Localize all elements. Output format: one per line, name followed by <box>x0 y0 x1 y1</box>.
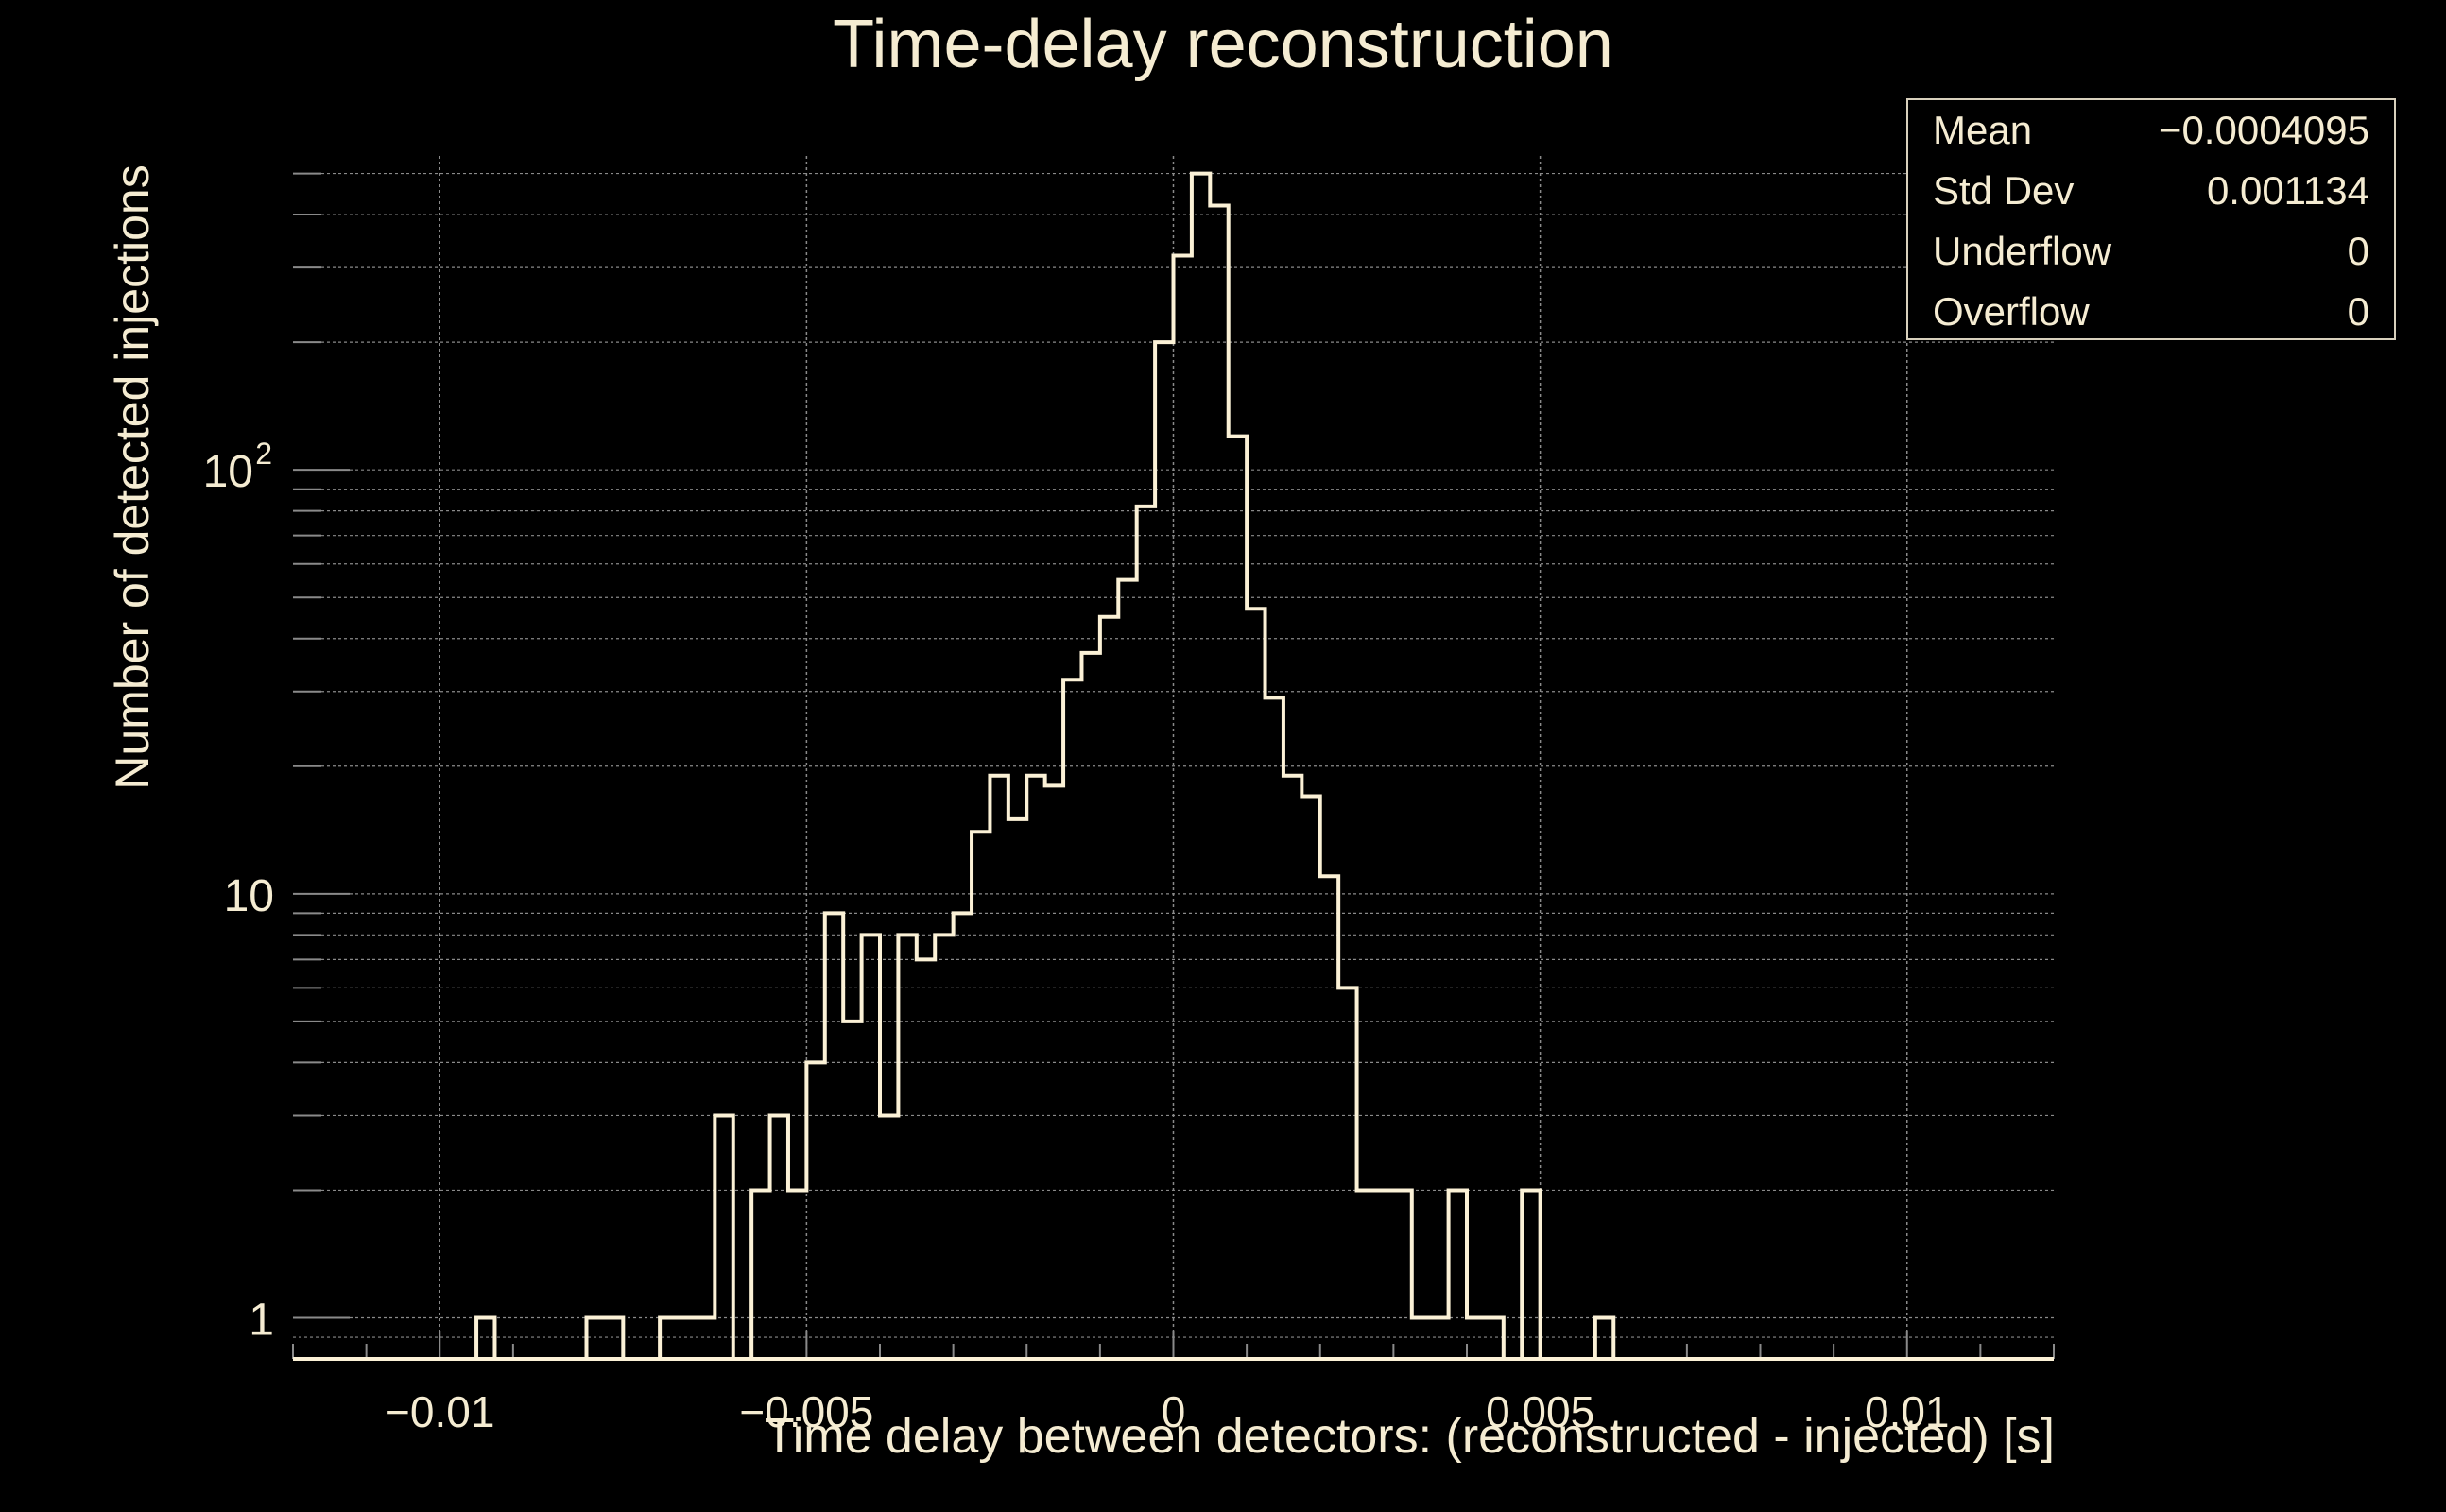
histogram-bin <box>1247 609 1265 1359</box>
histogram-bin <box>1412 1318 1430 1359</box>
x-tick-label: −0.005 <box>739 1387 873 1436</box>
histogram-bin <box>1155 342 1173 1359</box>
histogram-bin <box>1283 776 1301 1359</box>
histogram-bin <box>843 1022 861 1359</box>
histogram-bin <box>1595 1318 1613 1359</box>
histogram-bin <box>1266 697 1283 1359</box>
histogram-bin <box>788 1190 806 1359</box>
stats-label: Overflow <box>1933 289 2090 334</box>
histogram-bin <box>660 1318 678 1359</box>
histogram-bin <box>1301 796 1319 1359</box>
chart-title: Time-delay reconstruction <box>833 7 1613 82</box>
histogram-bin <box>862 935 880 1359</box>
histogram-bin <box>605 1318 623 1359</box>
stats-row-mean: Mean −0.0004095 <box>1908 100 2394 161</box>
stats-row-std-dev: Std Dev 0.001134 <box>1908 161 2394 221</box>
stats-value: 0.001134 <box>2206 168 2369 213</box>
histogram-bin <box>1210 206 1228 1359</box>
stats-value: −0.0004095 <box>2158 108 2369 152</box>
histogram-bin <box>679 1318 697 1359</box>
histogram-bin <box>770 1115 788 1359</box>
histogram-bin <box>1467 1318 1485 1359</box>
histogram-bin <box>1393 1190 1411 1359</box>
histogram-bin <box>880 1115 898 1359</box>
histogram-bin <box>1485 1318 1503 1359</box>
histogram-bin <box>1229 437 1247 1359</box>
histogram-outline <box>293 171 2054 1361</box>
histogram-bin <box>825 913 843 1359</box>
histogram-bin <box>1357 1190 1375 1359</box>
histogram-bin <box>1137 507 1155 1359</box>
histogram-bin <box>898 935 916 1359</box>
histogram-bin <box>1026 776 1044 1359</box>
stats-label: Underflow <box>1933 229 2112 273</box>
stats-label: Mean <box>1933 108 2033 152</box>
histogram-bin <box>715 1115 732 1359</box>
histogram-bin <box>917 959 935 1359</box>
histogram-bin <box>1063 679 1081 1359</box>
histogram-bin <box>1045 785 1063 1359</box>
histogram-bin <box>1375 1190 1393 1359</box>
histogram-bin <box>587 1318 605 1359</box>
histogram-bin <box>1118 580 1136 1359</box>
histogram-bin <box>1192 174 1210 1359</box>
histogram-bin <box>1320 876 1338 1359</box>
histogram-bin <box>1100 617 1118 1359</box>
histogram-bin <box>751 1190 769 1359</box>
x-axis-label: Time delay between detectors: (reconstru… <box>764 1409 2055 1464</box>
x-tick-label: 0.005 <box>1486 1387 1594 1436</box>
histogram-bin <box>1430 1318 1448 1359</box>
stats-row-overflow: Overflow 0 <box>1908 282 2394 342</box>
histogram-bin <box>1081 653 1099 1359</box>
stats-value: 0 <box>2347 229 2369 273</box>
x-tick-label: 0 <box>1162 1387 1186 1436</box>
histogram-bin <box>1174 256 1192 1359</box>
stats-row-underflow: Underflow 0 <box>1908 221 2394 282</box>
histogram-bin <box>972 832 990 1359</box>
stats-value: 0 <box>2347 289 2369 334</box>
y-tick-label: 1 <box>249 1296 274 1346</box>
y-tick-label-exponent: 2 <box>255 437 272 471</box>
histogram-bin <box>990 776 1008 1359</box>
y-tick-label: 10 <box>203 447 253 497</box>
x-tick-label: −0.01 <box>385 1387 494 1436</box>
stats-box: Mean −0.0004095 Std Dev 0.001134 Underfl… <box>1906 98 2396 340</box>
stats-label: Std Dev <box>1933 168 2075 213</box>
x-tick-label: 0.01 <box>1865 1387 1950 1436</box>
histogram-bin <box>697 1318 715 1359</box>
y-axis-label: Number of detected injections <box>106 164 159 790</box>
histogram-bin <box>806 1062 824 1359</box>
histogram-bins <box>293 171 2054 1361</box>
histogram-bin <box>935 935 953 1359</box>
histogram-bin <box>1338 988 1356 1359</box>
histogram-bin <box>1522 1190 1540 1359</box>
histogram-bin <box>1008 819 1026 1359</box>
histogram-bin <box>1449 1190 1467 1359</box>
histogram-bin <box>476 1318 494 1359</box>
histogram-bin <box>954 913 972 1359</box>
y-tick-label: 10 <box>224 871 274 921</box>
